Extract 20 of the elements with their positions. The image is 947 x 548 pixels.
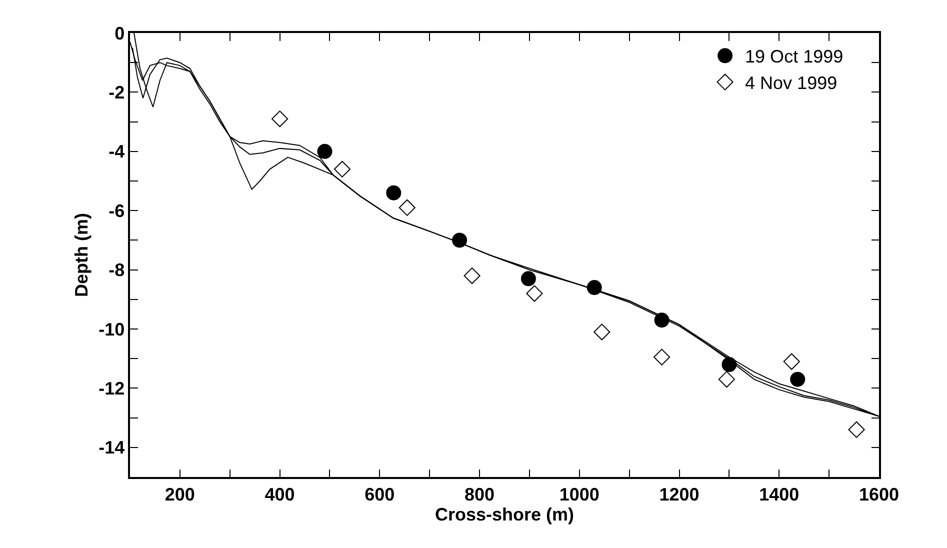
y-tick-label: -10 bbox=[98, 319, 125, 340]
y-tick-label: 0 bbox=[114, 23, 125, 44]
y-tick-label: -6 bbox=[108, 200, 125, 221]
x-tick-label: 1400 bbox=[759, 484, 800, 504]
y-tick-label: -4 bbox=[108, 142, 125, 162]
x-axis-title: Cross-shore (m) bbox=[434, 504, 574, 524]
y-tick-label: -12 bbox=[98, 378, 125, 398]
y-tick-label: -8 bbox=[108, 260, 125, 280]
y-axis-title: Depth (m) bbox=[71, 213, 92, 297]
y-tick-label: -2 bbox=[108, 82, 125, 102]
legend-label: 19 Oct 1999 bbox=[745, 46, 844, 67]
x-tick-label: 1000 bbox=[559, 484, 600, 504]
x-tick-label: 600 bbox=[364, 484, 395, 504]
x-tick-label: 200 bbox=[164, 484, 195, 504]
x-tick-label: 400 bbox=[264, 484, 295, 504]
x-tick-label: 1600 bbox=[858, 484, 900, 504]
x-tick-label: 800 bbox=[464, 484, 495, 504]
legend-label: 4 Nov 1999 bbox=[745, 73, 838, 94]
y-tick-label: -14 bbox=[98, 438, 125, 458]
x-tick-label: 1200 bbox=[659, 484, 700, 504]
